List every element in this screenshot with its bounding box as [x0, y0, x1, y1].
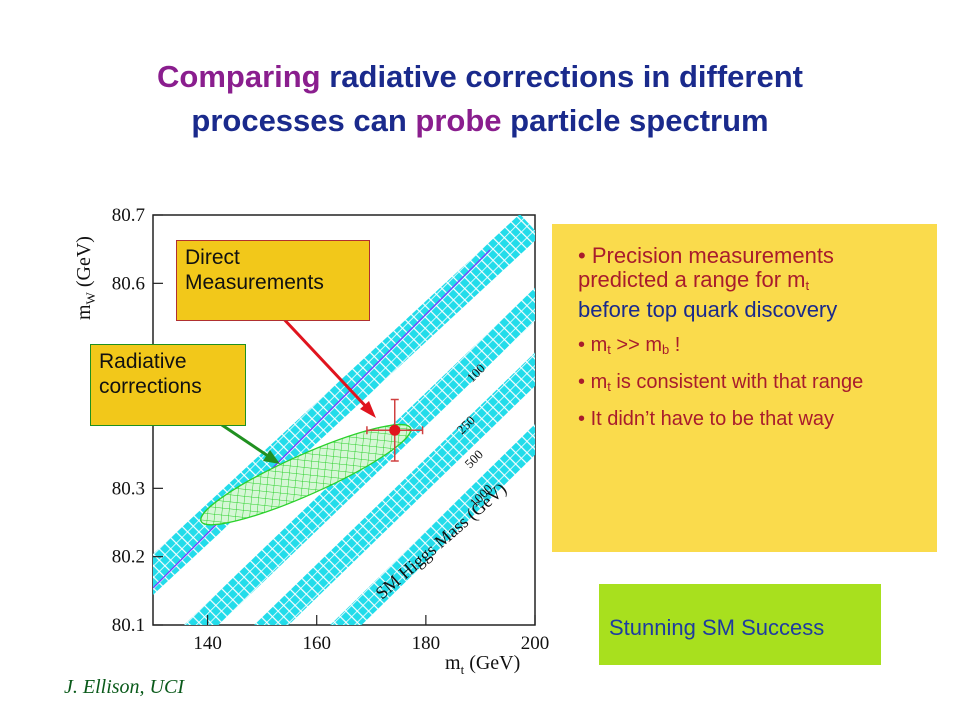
- band-center-line: [153, 249, 491, 589]
- title-line-1: Comparing radiative corrections in diffe…: [40, 55, 920, 99]
- author-credit: J. Ellison, UCI: [64, 676, 184, 698]
- title-line-2: processes can probe particle spectrum: [40, 99, 920, 143]
- y-tick-label: 80.6: [112, 273, 145, 294]
- higgs-band-250: [183, 287, 535, 625]
- radiative-ellipse-layer: [200, 423, 412, 526]
- x-tick-label: 160: [302, 633, 331, 654]
- bullet-consistent: • mt is consistent with that range: [578, 371, 864, 394]
- x-tick-label: 180: [412, 633, 441, 654]
- direct-arrow-head: [360, 401, 376, 418]
- bullet-precision-sub: t: [805, 278, 810, 293]
- title-line-2-post: particle spectrum: [501, 103, 769, 138]
- bullet-consistent-b: is consistent with that range: [610, 371, 864, 393]
- radiative-corrections-callout: Radiative corrections: [90, 344, 246, 426]
- title-line-1-rest: radiative corrections in different: [320, 59, 803, 94]
- radiative-arrow-head: [263, 450, 280, 464]
- slide-title: Comparing radiative corrections in diffe…: [40, 55, 920, 143]
- direct-measurements-callout: Direct Measurements: [176, 240, 370, 321]
- higgs-mass-bands: [153, 215, 535, 625]
- x-tick-label: 200: [521, 633, 550, 654]
- bullet-consistent-sub: t: [607, 379, 611, 394]
- direct-arrow: [278, 313, 374, 415]
- y-tick-label: 80.2: [112, 547, 145, 568]
- bullet-mt-mb-sub1: t: [607, 342, 611, 357]
- higgs-band-1000: [330, 424, 535, 625]
- x-axis-label: mt (GeV): [445, 652, 520, 677]
- bullet-mt-mb-sub2: b: [662, 342, 670, 357]
- title-highlight-probe: probe: [415, 103, 502, 138]
- bullet-precision-text: Precision measurements predicted a range…: [578, 243, 834, 292]
- bullet-that-way-text: It didn’t have to be that way: [590, 408, 835, 430]
- y-tick-label: 80.7: [112, 205, 145, 226]
- bullet-mt-mb-a: m: [590, 334, 608, 356]
- radiative-corrections-ellipse: [200, 423, 412, 526]
- bullet-mt-mb: • mt >> mb !: [578, 334, 681, 357]
- direct-measurement-point: [389, 424, 401, 436]
- y-axis-label: mW (GeV): [73, 236, 98, 320]
- bullet-precision: • Precision measurements predicted a ran…: [578, 243, 838, 322]
- direct-measurement-layer: [366, 398, 424, 462]
- bullet-mt-mb-c: !: [669, 334, 681, 356]
- title-line-2-pre: processes can: [191, 103, 416, 138]
- bullet-consistent-a: m: [590, 371, 608, 393]
- info-panel: • Precision measurements predicted a ran…: [552, 224, 937, 552]
- stunning-success-box: Stunning SM Success: [599, 584, 881, 665]
- bullet-precision-tail: top quark discovery: [640, 297, 838, 322]
- bullet-precision-before: before: [578, 297, 641, 322]
- bullet-mt-mb-b: >> m: [610, 334, 662, 356]
- higgs-band-500: [254, 352, 535, 625]
- title-highlight-comparing: Comparing: [157, 59, 321, 94]
- y-tick-label: 80.1: [112, 615, 145, 636]
- x-tick-label: 140: [193, 633, 222, 654]
- y-tick-label: 80.3: [112, 478, 145, 499]
- bullet-that-way: • It didn’t have to be that way: [578, 408, 835, 430]
